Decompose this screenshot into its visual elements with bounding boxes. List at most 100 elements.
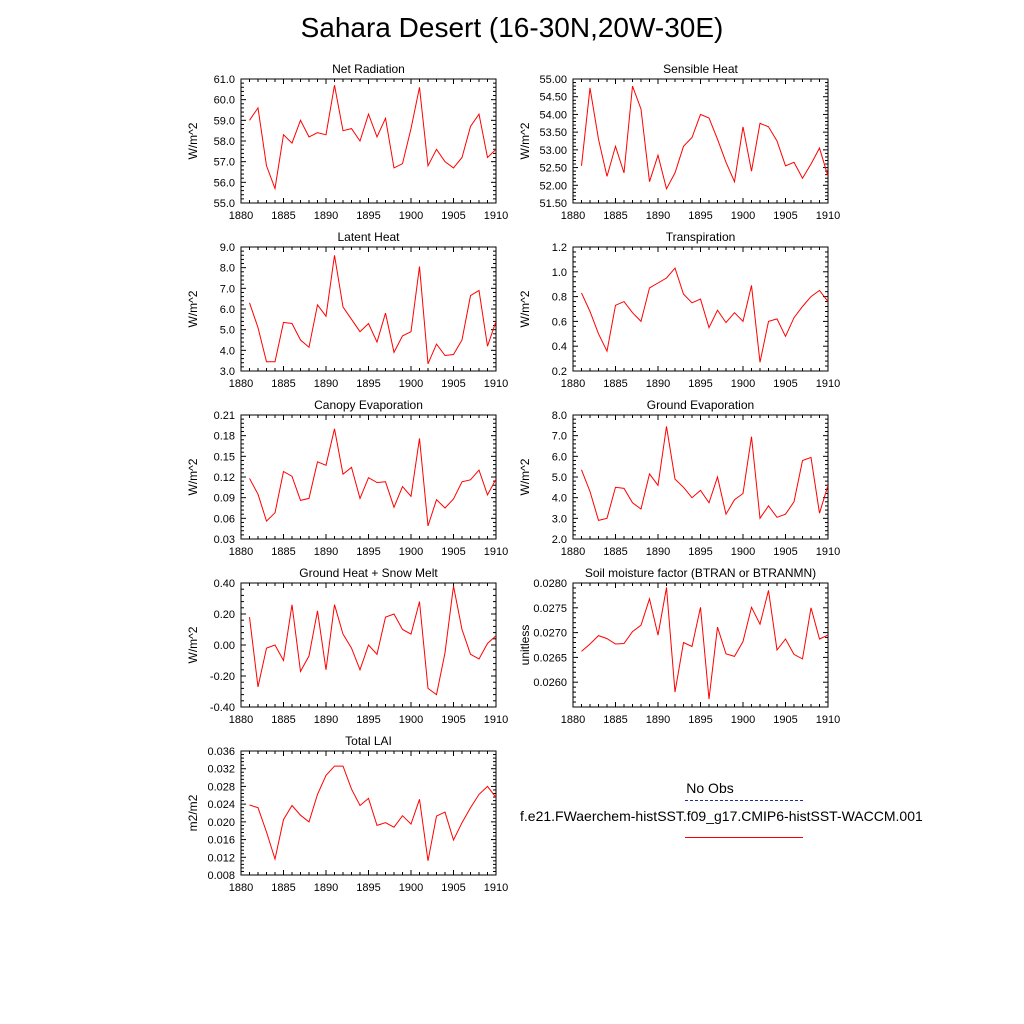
y-tick-label: 0.0270 — [533, 628, 567, 640]
series-line — [249, 428, 496, 527]
panel-title: Ground Heat + Snow Melt — [299, 566, 438, 580]
y-tick-label: 0.8 — [552, 292, 567, 304]
y-tick-label: 60.0 — [214, 95, 235, 107]
y-tick-label: 6.0 — [552, 451, 567, 463]
series-line — [581, 426, 828, 522]
y-tick-label: 53.50 — [539, 127, 567, 139]
x-tick-label: 1885 — [603, 210, 627, 222]
x-tick-label: 1900 — [731, 378, 755, 390]
x-tick-label: 1890 — [314, 546, 338, 558]
x-tick-label: 1895 — [356, 714, 380, 726]
x-tick-label: 1900 — [399, 882, 423, 894]
series-line — [249, 85, 496, 191]
x-tick-label: 1900 — [731, 546, 755, 558]
panel-title: Ground Evaporation — [647, 398, 754, 412]
x-tick-label: 1900 — [731, 210, 755, 222]
x-tick-label: 1880 — [561, 378, 585, 390]
y-tick-label: 4.0 — [552, 493, 567, 505]
y-tick-label: 0.20 — [214, 609, 235, 621]
y-tick-label: -0.40 — [210, 702, 235, 714]
x-tick-label: 1885 — [603, 378, 627, 390]
x-tick-label: 1900 — [399, 714, 423, 726]
y-tick-label: -0.20 — [210, 671, 235, 683]
chart-panel: Total LAI m2/m2 1880 1885 1890 1895 1900 1905 19… — [186, 734, 508, 894]
y-tick-label: 0.12 — [214, 472, 235, 484]
y-axis-label: W/m^2 — [186, 626, 200, 663]
y-tick-label: 0.0280 — [533, 578, 567, 590]
x-tick-label: 1900 — [399, 546, 423, 558]
y-tick-label: 0.0265 — [533, 652, 567, 664]
plot-frame — [572, 414, 829, 540]
y-tick-label: 0.020 — [207, 817, 235, 829]
y-tick-label: 7.0 — [552, 431, 567, 443]
legend-model-label: f.e21.FWaerchem-histSST.f09_g17.CMIP6-hi… — [520, 808, 923, 824]
x-tick-label: 1895 — [688, 210, 712, 222]
x-tick-label: 1910 — [484, 210, 508, 222]
x-tick-label: 1890 — [314, 714, 338, 726]
y-tick-label: 1.0 — [552, 267, 567, 279]
series-line — [581, 267, 828, 363]
x-tick-label: 1890 — [646, 714, 670, 726]
x-tick-label: 1910 — [816, 714, 840, 726]
plot-frame — [572, 582, 829, 708]
x-tick-label: 1910 — [484, 546, 508, 558]
x-tick-label: 1905 — [441, 378, 465, 390]
x-tick-label: 1905 — [773, 546, 797, 558]
series-line — [249, 586, 496, 696]
plot-frame — [240, 78, 497, 204]
x-tick-label: 1890 — [646, 378, 670, 390]
y-axis-label: W/m^2 — [186, 290, 200, 327]
x-tick-label: 1905 — [441, 546, 465, 558]
panel-title: Soil moisture factor (BTRAN or BTRANMN) — [585, 566, 816, 580]
x-tick-label: 1910 — [816, 210, 840, 222]
legend-obs-line — [685, 800, 803, 801]
y-tick-label: 0.18 — [214, 431, 235, 443]
x-tick-label: 1885 — [271, 210, 295, 222]
x-tick-label: 1900 — [399, 378, 423, 390]
chart-panel: Latent Heat W/m^2 1880 1885 1890 1895 1900 1905… — [186, 230, 508, 390]
y-tick-label: 56.0 — [214, 177, 235, 189]
chart-panel: Soil moisture factor (BTRAN or BTRANMN) u… — [518, 566, 840, 726]
x-tick-label: 1895 — [688, 378, 712, 390]
x-tick-label: 1910 — [484, 714, 508, 726]
x-tick-label: 1895 — [688, 546, 712, 558]
y-tick-label: 4.0 — [220, 345, 235, 357]
y-tick-label: 0.028 — [207, 781, 235, 793]
chart-panel: Canopy Evaporation W/m^2 1880 1885 1890 1895 1… — [186, 398, 508, 558]
y-tick-label: 58.0 — [214, 136, 235, 148]
panel-title: Total LAI — [345, 734, 392, 748]
x-tick-label: 1910 — [484, 378, 508, 390]
x-tick-label: 1885 — [603, 546, 627, 558]
x-tick-label: 1895 — [356, 882, 380, 894]
x-tick-label: 1905 — [773, 714, 797, 726]
y-axis-label: m2/m2 — [186, 794, 200, 831]
y-tick-label: 7.0 — [220, 283, 235, 295]
chart-panel: Transpiration W/m^2 1880 1885 1890 1895 1900 19… — [518, 230, 840, 390]
y-tick-label: 0.40 — [214, 578, 235, 590]
plot-frame — [240, 414, 497, 540]
y-tick-label: 0.00 — [214, 640, 235, 652]
y-tick-label: 59.0 — [214, 115, 235, 127]
figure-title: Sahara Desert (16-30N,20W-30E) — [300, 12, 724, 43]
series-line — [581, 85, 828, 191]
y-tick-label: 0.2 — [552, 366, 567, 378]
series-line — [249, 765, 496, 862]
x-tick-label: 1885 — [271, 546, 295, 558]
x-tick-label: 1895 — [688, 714, 712, 726]
x-tick-label: 1910 — [816, 378, 840, 390]
x-tick-label: 1910 — [816, 546, 840, 558]
y-tick-label: 5.0 — [220, 325, 235, 337]
y-axis-label: W/m^2 — [518, 458, 532, 495]
chart-panel: Net Radiation W/m^2 1880 1885 1890 1895 1900 19… — [186, 62, 508, 222]
y-tick-label: 6.0 — [220, 304, 235, 316]
y-tick-label: 57.0 — [214, 157, 235, 169]
x-tick-label: 1880 — [229, 882, 253, 894]
y-axis-label: W/m^2 — [518, 122, 532, 159]
y-tick-label: 51.50 — [539, 198, 567, 210]
x-tick-label: 1880 — [561, 714, 585, 726]
x-tick-label: 1910 — [484, 882, 508, 894]
plot-frame — [240, 750, 497, 876]
x-tick-label: 1905 — [441, 210, 465, 222]
y-axis-label: W/m^2 — [518, 290, 532, 327]
y-tick-label: 55.00 — [539, 74, 567, 86]
